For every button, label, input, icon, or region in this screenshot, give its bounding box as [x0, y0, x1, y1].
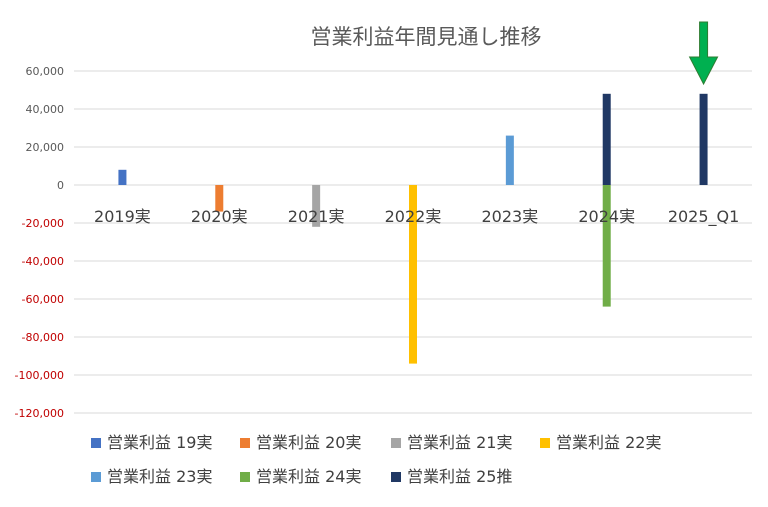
bar-20-1 — [215, 185, 224, 212]
chart-title: 営業利益年間見通し推移 — [311, 25, 542, 49]
y-tick-label: -60,000 — [22, 293, 64, 306]
y-tick-label: 0 — [57, 179, 64, 192]
legend-label: 営業利益 22実 — [556, 433, 661, 452]
y-tick-label: 40,000 — [26, 103, 65, 116]
category-label: 2019実 — [94, 207, 151, 226]
bar-22-3 — [409, 185, 417, 364]
bar-19-0 — [118, 169, 127, 185]
category-label: 2025_Q1 — [668, 207, 740, 227]
legend-swatch — [240, 438, 250, 448]
y-tick-label: -120,000 — [15, 407, 64, 420]
category-label: 2020実 — [191, 207, 248, 226]
y-axis-ticks: 60,000 40,000 20,000 0 -20,000 -40,000 -60,000… — [15, 65, 64, 420]
category-label: 2021実 — [288, 207, 345, 226]
legend-swatch — [240, 472, 250, 482]
legend-swatch — [391, 438, 401, 448]
bar-25-6 — [699, 93, 708, 185]
legend-label: 営業利益 25推 — [407, 467, 512, 486]
bar-25-5 — [602, 93, 611, 185]
y-tick-label: -40,000 — [22, 255, 64, 268]
legend-swatch — [91, 472, 101, 482]
category-label: 2022実 — [385, 207, 442, 226]
annotation — [688, 21, 719, 86]
legend-swatch — [391, 472, 401, 482]
bar-23-4 — [505, 135, 514, 185]
y-tick-label: -20,000 — [22, 217, 64, 230]
y-tick-label: -80,000 — [22, 331, 64, 344]
legend-swatch — [540, 438, 550, 448]
legend-label: 営業利益 21実 — [407, 433, 512, 452]
y-tick-label: 20,000 — [26, 141, 65, 154]
bar-21-2 — [312, 185, 321, 227]
category-label: 2023実 — [481, 207, 538, 226]
legend-label: 営業利益 24実 — [256, 467, 361, 486]
bars — [118, 93, 708, 364]
y-tick-label: 60,000 — [26, 65, 65, 78]
y-tick-label: -100,000 — [15, 369, 64, 382]
legend-label: 営業利益 20実 — [256, 433, 361, 452]
legend-label: 営業利益 23実 — [107, 467, 212, 486]
category-labels: 2019実 2020実 2021実 2022実 2023実 2024実 2025_Q1 — [94, 207, 739, 227]
category-label: 2024実 — [578, 207, 635, 226]
down-arrow-icon — [688, 21, 719, 86]
bar-24-5 — [602, 185, 611, 307]
legend-swatch — [91, 438, 101, 448]
legend-label: 営業利益 19実 — [107, 433, 212, 452]
